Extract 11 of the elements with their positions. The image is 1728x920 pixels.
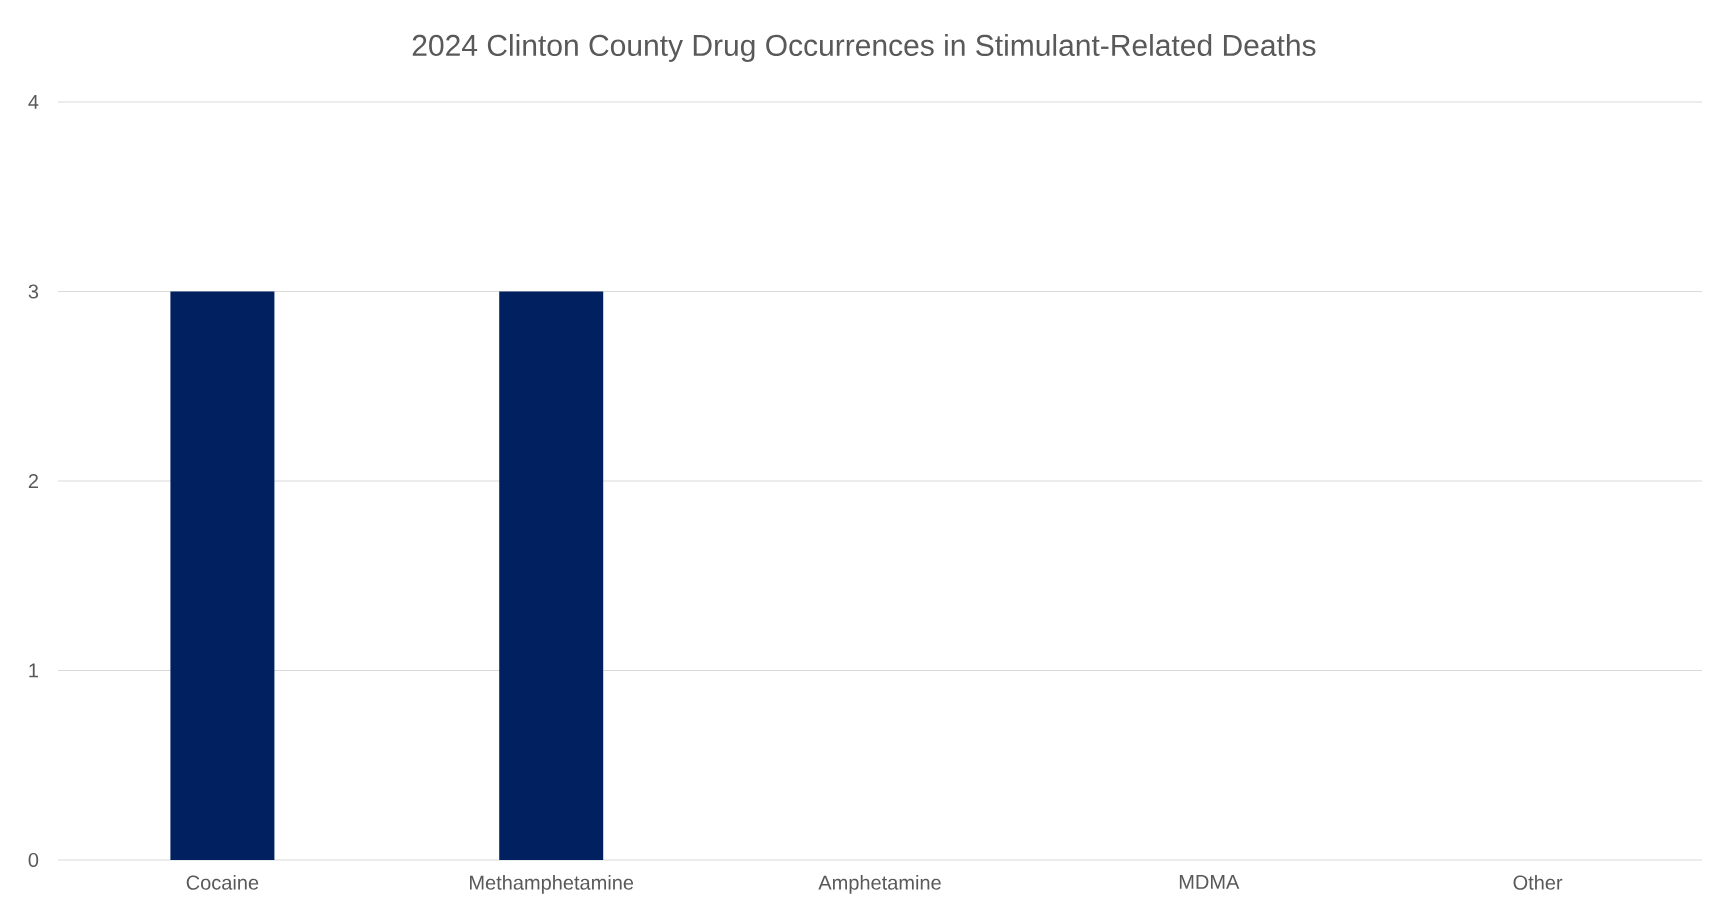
x-tick-label: Other [1513, 875, 1563, 890]
y-tick-label: 0 [28, 852, 39, 868]
x-tick-label: Amphetamine [818, 875, 941, 894]
y-tick-label: 2 [28, 474, 38, 488]
y-tick-label: 3 [28, 284, 39, 299]
y-tick-label: 4 [28, 95, 39, 109]
y-tick-label: 1 [29, 663, 38, 678]
x-tick-label: Methamphetamine [470, 875, 634, 894]
x-tick-label: MDMA [1179, 875, 1240, 889]
x-tick-label: Cocaine [186, 875, 259, 890]
chart-title: 2024 Clinton County Drug Occurrences in Stimulant-Related Deaths [412, 34, 1316, 62]
